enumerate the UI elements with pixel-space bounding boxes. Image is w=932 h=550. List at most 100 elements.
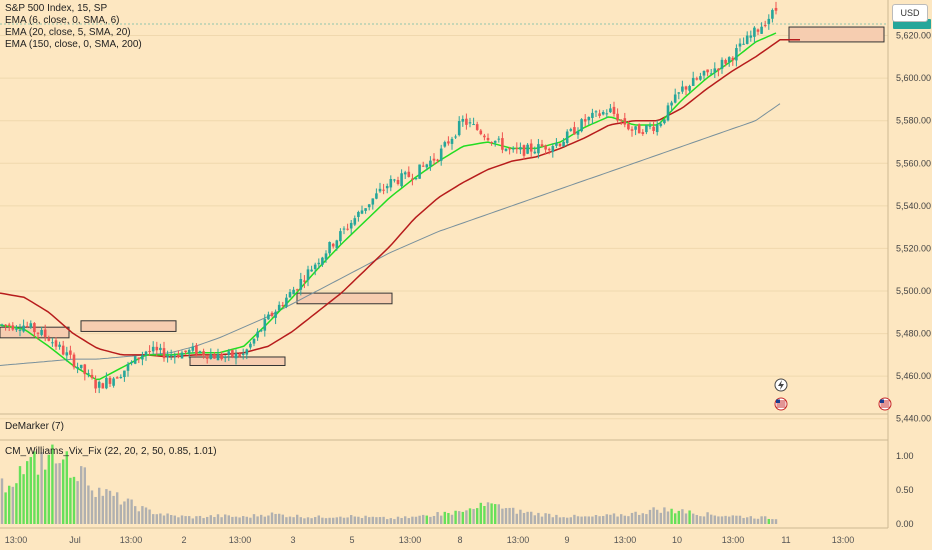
candle-body-114	[411, 178, 414, 180]
time-tick-label-15: 13:00	[832, 535, 855, 545]
vix-bar-163	[587, 516, 590, 524]
vix-bar-182	[656, 509, 659, 524]
candle-body-24	[87, 373, 90, 375]
vix-bar-131	[472, 508, 475, 524]
vix-bar-111	[400, 518, 403, 524]
candle-body-79	[285, 297, 288, 307]
vix-bar-120	[432, 515, 436, 524]
vix-bar-75	[270, 512, 274, 524]
us-flag-event-icon-right-canton	[880, 399, 884, 403]
candle-body-111	[400, 173, 403, 187]
us-flag-event-icon[interactable]	[774, 397, 788, 411]
vix-bar-197	[710, 514, 713, 524]
candle-body-158	[569, 129, 573, 131]
candle-body-101	[364, 208, 367, 211]
candle-body-165	[594, 111, 598, 113]
vix-bar-106	[382, 516, 385, 524]
vix-bar-1	[4, 492, 7, 524]
candle-body-91	[328, 242, 331, 254]
us-flag-event-icon-right[interactable]	[878, 397, 892, 411]
vix-bar-52	[188, 516, 191, 524]
vix-bar-208	[749, 516, 752, 524]
candle-body-163	[587, 116, 591, 121]
vix-bar-53	[191, 518, 194, 524]
candle-body-197	[709, 73, 713, 75]
vix-bar-199	[717, 516, 720, 524]
candle-body-186	[670, 102, 673, 106]
vix-bar-74	[267, 515, 270, 524]
candle-body-7	[25, 325, 29, 327]
candle-body-134	[483, 135, 486, 138]
candle-body-148	[533, 151, 537, 154]
candle-body-106	[382, 189, 385, 191]
candle-body-44	[159, 347, 162, 351]
vix-bar-56	[202, 518, 205, 524]
currency-badge[interactable]: USD	[892, 4, 928, 22]
vix-bar-83	[299, 517, 302, 524]
vix-bar-164	[591, 516, 594, 524]
candle-body-15	[54, 340, 58, 347]
dividend-bolt-icon[interactable]	[774, 378, 788, 392]
time-tick-label-6: 5	[349, 535, 354, 545]
vix-bar-144	[519, 509, 522, 524]
vix-bar-29	[105, 489, 108, 524]
candle-body-189	[681, 86, 684, 92]
candle-body-85	[306, 269, 310, 281]
vix-bar-176	[634, 511, 637, 524]
candle-body-1	[4, 324, 7, 326]
vix-bar-61	[220, 517, 223, 524]
candle-body-146	[526, 144, 529, 154]
candle-body-54	[195, 345, 198, 355]
candle-body-124	[447, 141, 450, 144]
vix-bar-30	[108, 490, 112, 524]
ema-mid-legend: EMA (20, close, 5, SMA, 20)	[5, 27, 131, 38]
candle-body-115	[414, 177, 418, 180]
vix-bar-44	[159, 513, 162, 524]
candle-body-128	[461, 118, 465, 122]
candle-body-172	[619, 119, 623, 121]
symbol-line: S&P 500 Index, 15, SP	[5, 3, 108, 14]
price-tick-label-3: 5,560.00	[896, 158, 931, 168]
candle-body-154	[555, 142, 558, 146]
candle-body-209	[753, 27, 756, 37]
vix-bar-90	[324, 518, 328, 524]
vix-bar-100	[360, 518, 364, 524]
vix-bar-215	[774, 519, 778, 524]
candle-body-88	[317, 262, 321, 265]
vix-bar-114	[411, 516, 414, 524]
candle-body-25	[90, 374, 94, 378]
vix-bar-14	[51, 444, 54, 524]
vix-bar-178	[641, 513, 644, 524]
vix-bar-127	[458, 511, 461, 524]
candle-body-143	[515, 148, 519, 150]
vix-bar-70	[252, 514, 256, 524]
vix-bar-84	[303, 518, 306, 524]
candle-body-50	[180, 352, 184, 359]
candle-body-18	[65, 352, 69, 356]
vix-bar-200	[720, 516, 724, 524]
vix-bar-146	[526, 511, 529, 524]
vix-bar-212	[764, 516, 767, 524]
vix-bar-102	[368, 517, 371, 524]
event-markers[interactable]	[774, 378, 892, 411]
candle-body-86	[310, 269, 313, 272]
vix-bar-21	[76, 481, 79, 524]
vix-bar-113	[407, 518, 410, 524]
vix-bar-71	[256, 516, 259, 524]
candle-body-157	[565, 131, 569, 143]
candle-body-30	[108, 377, 112, 384]
time-tick-label-10: 9	[564, 535, 569, 545]
vix-bar-139	[501, 508, 504, 524]
vix-bar-15	[54, 463, 58, 524]
vix-bar-32	[116, 492, 119, 524]
candle-body-167	[601, 112, 605, 115]
candle-body-119	[429, 160, 432, 167]
candle-body-34	[123, 370, 126, 378]
candle-body-191	[688, 86, 691, 91]
vix-bar-27	[98, 487, 101, 524]
vix-bar-76	[274, 513, 277, 524]
vix-bar-203	[731, 515, 734, 524]
vix-bar-59	[213, 517, 216, 524]
vix-bar-209	[753, 518, 756, 524]
